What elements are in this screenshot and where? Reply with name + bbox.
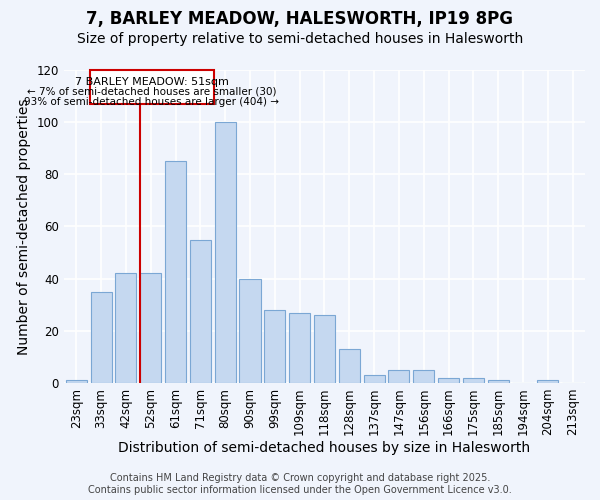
Bar [264, 310, 286, 383]
Bar [115, 274, 136, 383]
X-axis label: Distribution of semi-detached houses by size in Halesworth: Distribution of semi-detached houses by … [118, 441, 530, 455]
Bar [314, 315, 335, 383]
Bar [289, 312, 310, 383]
Bar [364, 375, 385, 383]
Text: ← 7% of semi-detached houses are smaller (30): ← 7% of semi-detached houses are smaller… [27, 87, 277, 97]
Text: 93% of semi-detached houses are larger (404) →: 93% of semi-detached houses are larger (… [25, 98, 280, 108]
Bar [413, 370, 434, 383]
Y-axis label: Number of semi-detached properties: Number of semi-detached properties [17, 98, 31, 354]
Bar [438, 378, 459, 383]
Bar [165, 162, 186, 383]
Bar [463, 378, 484, 383]
Text: 7, BARLEY MEADOW, HALESWORTH, IP19 8PG: 7, BARLEY MEADOW, HALESWORTH, IP19 8PG [86, 10, 514, 28]
Bar [66, 380, 87, 383]
Text: Contains HM Land Registry data © Crown copyright and database right 2025.
Contai: Contains HM Land Registry data © Crown c… [88, 474, 512, 495]
Bar [488, 380, 509, 383]
Bar [190, 240, 211, 383]
Bar [91, 292, 112, 383]
Bar [339, 349, 360, 383]
FancyBboxPatch shape [90, 70, 214, 104]
Text: Size of property relative to semi-detached houses in Halesworth: Size of property relative to semi-detach… [77, 32, 523, 46]
Bar [239, 278, 260, 383]
Bar [215, 122, 236, 383]
Bar [537, 380, 559, 383]
Bar [388, 370, 409, 383]
Text: 7 BARLEY MEADOW: 51sqm: 7 BARLEY MEADOW: 51sqm [75, 76, 229, 86]
Bar [140, 274, 161, 383]
